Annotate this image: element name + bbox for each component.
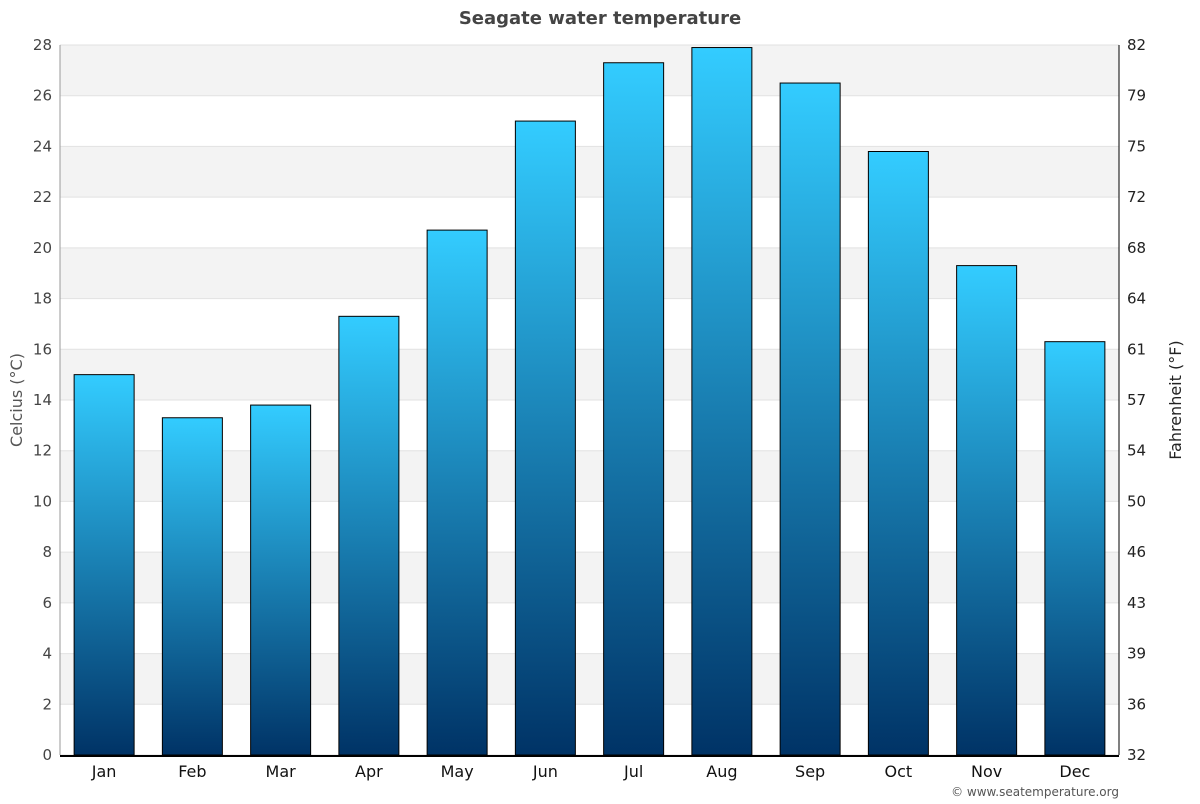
y-tick-label-right: 54 [1127, 442, 1146, 460]
y-tick-label-left: 4 [42, 645, 52, 663]
bar-dec [1044, 341, 1106, 756]
y-tick-label-left: 28 [33, 36, 52, 54]
y-tick-label-right: 79 [1127, 87, 1146, 105]
y-tick-label-right: 43 [1127, 594, 1146, 612]
credit: © www.seatemperature.org [951, 785, 1119, 799]
y-tick-label-left: 10 [33, 492, 52, 510]
bar-may [426, 229, 488, 756]
x-tick-label: May [441, 762, 474, 781]
y-tick-label-left: 6 [42, 594, 52, 612]
bar-aug [691, 47, 753, 756]
y-tick-label-right: 68 [1127, 239, 1146, 257]
x-tick-label: Apr [355, 762, 383, 781]
y-tick-label-right: 64 [1127, 290, 1146, 308]
y-tick-label-left: 14 [33, 391, 52, 409]
y-tick-label-left: 20 [33, 239, 52, 257]
grid-band [60, 552, 1119, 603]
y-tick-label-left: 0 [42, 746, 52, 764]
x-tick-label: Aug [706, 762, 737, 781]
bar-apr [338, 315, 400, 756]
grid-band [60, 450, 1119, 502]
grid-band [60, 349, 1119, 400]
y-tick-label-right: 61 [1127, 340, 1146, 358]
y-tick-label-right: 46 [1127, 543, 1146, 561]
x-tick-label: Jan [91, 762, 117, 781]
y-tick-label-left: 12 [33, 442, 52, 460]
y-tick-label-right: 75 [1127, 137, 1146, 155]
bar-sep [779, 82, 841, 756]
y-tick-label-right: 32 [1127, 746, 1146, 764]
y-tick-label-left: 2 [42, 695, 52, 713]
y-tick-label-left: 8 [42, 543, 52, 561]
chart-title: Seagate water temperature [459, 8, 741, 29]
x-tick-label: Sep [795, 762, 825, 781]
y-tick-label-left: 24 [33, 137, 52, 155]
bar-jan [73, 374, 135, 756]
bar-feb [161, 417, 223, 756]
y-tick-label-left: 16 [33, 340, 52, 358]
bar-mar [250, 404, 312, 756]
grid-band [60, 45, 1119, 96]
bar-oct [867, 151, 929, 756]
grid-band [60, 146, 1119, 198]
y-tick-label-right: 39 [1127, 645, 1146, 663]
y-tick-label-left: 22 [33, 188, 52, 206]
y-tick-label-right: 72 [1127, 188, 1146, 206]
x-tick-label: Feb [178, 762, 206, 781]
grid-band [60, 653, 1119, 705]
x-tick-label: Dec [1059, 762, 1090, 781]
y-tick-label-right: 50 [1127, 492, 1146, 510]
bar-nov [956, 265, 1018, 756]
y-tick-label-left: 18 [33, 290, 52, 308]
x-tick-label: Mar [266, 762, 297, 781]
x-tick-label: Nov [971, 762, 1002, 781]
y-tick-label-right: 82 [1127, 36, 1146, 54]
x-tick-label: Oct [885, 762, 913, 781]
y-tick-label-right: 57 [1127, 391, 1146, 409]
bar-jul [603, 62, 665, 756]
x-tick-label: Jul [623, 762, 643, 781]
y-axis-label-right: Fahrenheit (°F) [1166, 340, 1185, 459]
y-tick-label-right: 36 [1127, 695, 1146, 713]
bar-jun [514, 120, 576, 756]
grid-band [60, 247, 1119, 299]
y-axis-label-left: Celcius (°C) [7, 353, 26, 447]
x-tick-label: Jun [532, 762, 558, 781]
y-tick-label-left: 26 [33, 87, 52, 105]
